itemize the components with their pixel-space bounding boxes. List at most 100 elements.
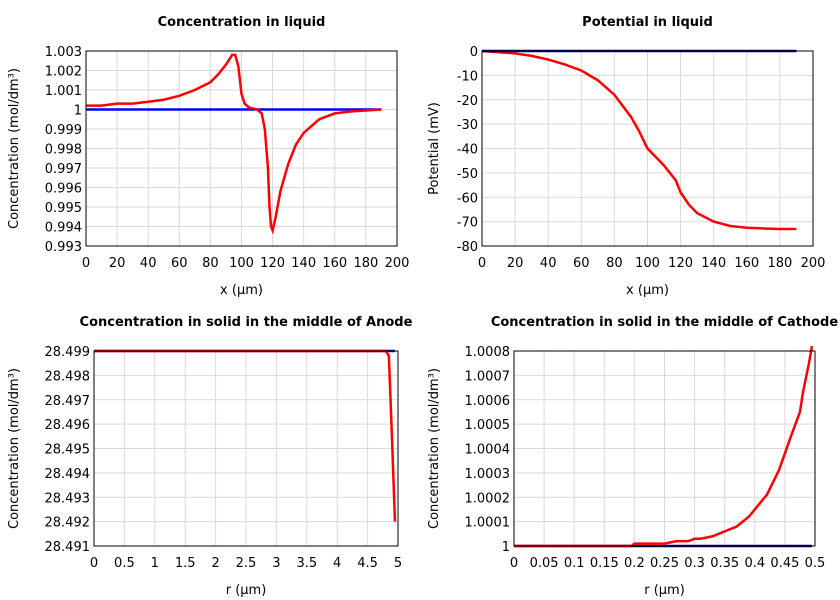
x-tick-label: 80 [202, 256, 219, 271]
x-tick-label: 0 [510, 556, 518, 571]
y-axis-label: Concentration (mol/dm³) [7, 68, 22, 229]
plot-frame [513, 350, 816, 547]
chart-title: Potential in liquid [582, 15, 713, 30]
x-tick-label: 3 [272, 556, 280, 571]
x-tick-label: 0.4 [744, 556, 765, 571]
x-tick-label: 60 [573, 256, 590, 271]
x-tick-label: 100 [229, 256, 254, 271]
x-tick-label: 40 [140, 256, 157, 271]
chart-title: Concentration in liquid [158, 15, 326, 30]
y-tick-label: -10 [457, 69, 478, 84]
x-tick-label: 40 [540, 256, 557, 271]
chart: 0 20 40 60 80 100 120 140 160 180 200 -80 -70 -60 -50 -… [427, 15, 825, 298]
chart: 0 0.5 1 1.5 2 2.5 3 3.5 4 4.5 5 28.491 28.492 28.493 2… [7, 315, 413, 598]
x-tick-label: 0.25 [650, 556, 679, 571]
x-tick-label: 0.05 [530, 556, 559, 571]
x-tick-label: 5 [394, 556, 402, 571]
x-tick-label: 4.5 [357, 556, 378, 571]
x-tick-label: 120 [668, 256, 693, 271]
y-tick-label: -30 [457, 118, 478, 133]
x-axis-label: x (µm) [220, 283, 263, 298]
x-tick-label: 4 [333, 556, 341, 571]
y-tick-label: 1.0004 [465, 443, 511, 458]
y-tick-label: 1 [74, 104, 82, 119]
x-tick-label: 0.5 [805, 556, 826, 571]
y-tick-label: -70 [457, 216, 478, 231]
y-tick-label: 28.498 [45, 369, 91, 384]
y-tick-label: -40 [457, 143, 478, 158]
y-tick-label: 1.001 [45, 84, 82, 99]
x-tick-label: 2.5 [236, 556, 257, 571]
x-axis-label: r (µm) [644, 583, 685, 598]
x-tick-label: 200 [385, 256, 410, 271]
y-tick-label: -50 [457, 167, 478, 182]
x-tick-label: 60 [171, 256, 188, 271]
x-tick-label: 0 [82, 256, 90, 271]
chart: 0 20 40 60 80 100 120 140 160 180 200 0.993 0.994 0.9… [7, 15, 409, 298]
y-tick-label: 1.0006 [465, 394, 511, 409]
x-tick-label: 0 [478, 256, 486, 271]
x-tick-label: 120 [260, 256, 285, 271]
x-tick-label: 0 [90, 556, 98, 571]
plot-frame [85, 50, 398, 247]
x-tick-label: 0.15 [590, 556, 619, 571]
x-tick-label: 2 [211, 556, 219, 571]
y-axis-label: Potential (mV) [427, 102, 442, 195]
x-tick-label: 0.35 [710, 556, 739, 571]
y-tick-label: 0 [470, 45, 478, 60]
y-tick-label: -60 [457, 191, 478, 206]
x-tick-label: 20 [507, 256, 524, 271]
y-tick-label: 0.999 [45, 123, 82, 138]
y-tick-label: 28.491 [45, 540, 91, 555]
y-tick-label: -20 [457, 94, 478, 109]
x-tick-label: 1 [151, 556, 159, 571]
x-axis-label: x (µm) [626, 283, 669, 298]
y-tick-label: 28.492 [45, 516, 91, 531]
y-axis-label: Concentration (mol/dm³) [427, 368, 442, 529]
y-tick-label: 0.996 [45, 182, 82, 197]
y-tick-label: 1.0008 [465, 345, 511, 360]
y-tick-label: 28.493 [45, 491, 91, 506]
y-tick-label: 1.0001 [465, 516, 511, 531]
y-tick-label: 0.995 [45, 201, 82, 216]
x-tick-label: 180 [767, 256, 792, 271]
x-tick-label: 3.5 [296, 556, 317, 571]
plot-frame [481, 50, 814, 247]
x-tick-label: 0.3 [684, 556, 705, 571]
data-line [86, 53, 382, 235]
x-tick-label: 0.2 [624, 556, 645, 571]
x-tick-label: 160 [734, 256, 759, 271]
x-tick-label: 140 [291, 256, 316, 271]
x-tick-label: 160 [322, 256, 347, 271]
x-tick-label: 0.5 [114, 556, 135, 571]
y-tick-label: 1.0005 [465, 418, 511, 433]
x-tick-label: 20 [109, 256, 126, 271]
plot-frame [93, 350, 399, 547]
y-tick-label: 0.994 [45, 221, 82, 236]
y-axis-label: Concentration (mol/dm³) [7, 368, 22, 529]
y-tick-label: 1.0002 [465, 491, 511, 506]
y-tick-label: 1.0003 [465, 467, 511, 482]
y-tick-label: 1.003 [45, 45, 82, 60]
x-tick-label: 0.45 [770, 556, 799, 571]
chart: 0 0.05 0.1 0.15 0.2 0.25 0.3 0.35 0.4 0.45 0.5 1 1.0… [427, 315, 838, 598]
y-tick-label: 1.0007 [465, 369, 511, 384]
x-tick-label: 180 [353, 256, 378, 271]
y-tick-label: 28.495 [45, 443, 91, 458]
y-tick-label: 28.499 [45, 345, 91, 360]
y-tick-label: -80 [457, 240, 478, 255]
data-line [481, 49, 797, 231]
y-tick-label: 28.494 [45, 467, 91, 482]
y-tick-label: 28.496 [45, 418, 91, 433]
x-axis-label: r (µm) [226, 583, 267, 598]
x-tick-label: 0.1 [564, 556, 585, 571]
y-tick-label: 1 [502, 540, 510, 555]
chart-title: Concentration in solid in the middle of … [491, 315, 839, 330]
x-tick-label: 1.5 [175, 556, 196, 571]
data-line [514, 345, 814, 548]
x-tick-label: 80 [606, 256, 623, 271]
y-tick-label: 0.993 [45, 240, 82, 255]
chart-title: Concentration in solid in the middle of … [80, 315, 413, 330]
x-tick-label: 200 [801, 256, 826, 271]
